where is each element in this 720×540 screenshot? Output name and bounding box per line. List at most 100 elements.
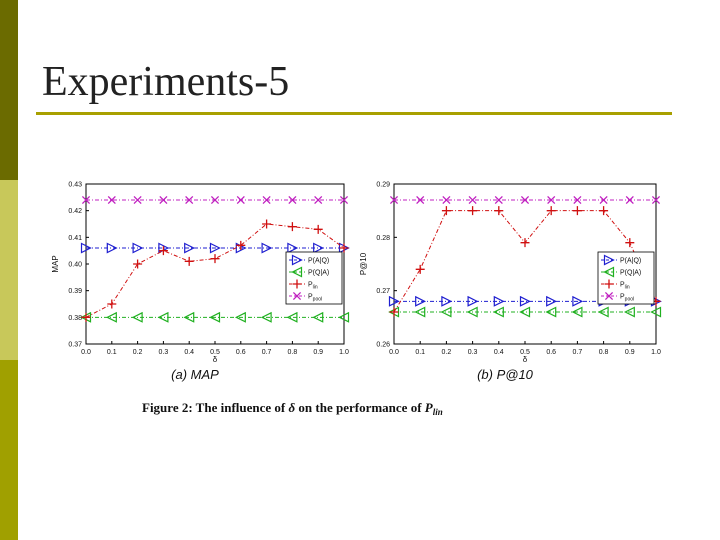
series-1-point bbox=[260, 311, 272, 323]
legend-label: Ppool bbox=[620, 294, 634, 303]
series-0-point bbox=[184, 242, 196, 254]
x-axis-label: δ bbox=[213, 355, 218, 364]
x-tick-label: 0.7 bbox=[262, 349, 272, 356]
series-1-point bbox=[312, 311, 324, 323]
x-tick-label: 0.8 bbox=[599, 349, 609, 356]
series-1-point bbox=[183, 311, 195, 323]
x-tick-label: 0.3 bbox=[468, 349, 478, 356]
legend-swatch-marker bbox=[604, 279, 614, 289]
y-axis-label: MAP bbox=[52, 255, 60, 272]
series-3-point bbox=[573, 195, 582, 205]
y-tick-label: 0.38 bbox=[68, 315, 82, 322]
x-tick-label: 0.0 bbox=[389, 349, 399, 356]
series-3-point bbox=[625, 195, 634, 205]
series-0-point bbox=[287, 242, 299, 254]
series-1-point bbox=[209, 311, 221, 323]
series-0-point bbox=[441, 295, 453, 307]
series-0-point bbox=[106, 242, 118, 254]
series-0-point bbox=[313, 242, 325, 254]
series-1-point bbox=[286, 311, 298, 323]
slide-title: Experiments-5 bbox=[42, 59, 290, 105]
x-tick-label: 0.4 bbox=[494, 349, 504, 356]
series-1-point bbox=[131, 311, 143, 323]
y-tick-label: 0.39 bbox=[68, 288, 82, 295]
series-2-point bbox=[599, 206, 609, 216]
series-1-point bbox=[234, 311, 246, 323]
legend-label: P(Q|A) bbox=[308, 270, 329, 277]
series-3-point bbox=[262, 195, 271, 205]
series-2-point bbox=[494, 206, 504, 216]
series-0-point bbox=[388, 295, 400, 307]
series-1-point bbox=[623, 306, 635, 318]
legend-box bbox=[597, 251, 655, 305]
title-underline bbox=[36, 112, 672, 115]
x-tick-label: 0.2 bbox=[133, 349, 143, 356]
series-2-point bbox=[287, 222, 297, 232]
y-tick-label: 0.40 bbox=[68, 262, 82, 269]
chart-map: 0.0 0.1 0.2 0.3 0.4 0.5 0.6 0.7 0.8 0.9 1.0 0.37 0.3… bbox=[51, 182, 350, 382]
y-tick-label: 0.28 bbox=[376, 235, 390, 242]
series-0-point bbox=[209, 242, 221, 254]
series-3-point bbox=[468, 195, 477, 205]
series-0-point bbox=[80, 242, 92, 254]
x-tick-label: 1.0 bbox=[651, 349, 661, 356]
accent-bar-bottom bbox=[0, 360, 18, 540]
legend-swatch-marker bbox=[292, 291, 302, 301]
series-2-point bbox=[572, 206, 582, 216]
x-tick-label: 0.0 bbox=[81, 349, 91, 356]
series-2-point bbox=[313, 224, 323, 234]
series-3-point bbox=[236, 195, 245, 205]
caption-middle: on the performance of bbox=[295, 400, 425, 415]
x-tick-label: 0.2 bbox=[442, 349, 452, 356]
series-3-point bbox=[288, 195, 297, 205]
series-0-point bbox=[132, 242, 144, 254]
legend-label-sub: lin bbox=[625, 285, 630, 291]
series-0-point bbox=[572, 295, 584, 307]
series-2-point bbox=[184, 256, 194, 266]
series-3-point bbox=[185, 195, 194, 205]
legend-swatch-marker bbox=[603, 266, 615, 278]
legend-swatch-marker bbox=[291, 254, 303, 266]
legend-label: P(A|Q) bbox=[308, 258, 329, 265]
series-0-point bbox=[261, 242, 273, 254]
x-tick-label: 0.5 bbox=[520, 349, 530, 356]
series-1-point bbox=[105, 311, 117, 323]
legend-swatch-marker bbox=[603, 254, 615, 266]
y-axis-label: P@10 bbox=[359, 252, 368, 275]
chart-subtitle: (a) MAP bbox=[171, 367, 219, 382]
series-2-point bbox=[441, 206, 451, 216]
legend-label: Ppool bbox=[308, 294, 322, 303]
series-1-point bbox=[440, 306, 452, 318]
legend-label: Plin bbox=[308, 282, 318, 291]
legend-label: P(A|Q) bbox=[620, 258, 641, 265]
series-2-point bbox=[133, 259, 143, 269]
x-tick-label: 1.0 bbox=[339, 349, 349, 356]
series-1-point bbox=[338, 311, 350, 323]
series-3-point bbox=[520, 195, 530, 205]
series-1-point bbox=[571, 306, 583, 318]
caption-sub: lin bbox=[433, 407, 443, 417]
x-axis-label: δ bbox=[523, 355, 528, 364]
series-3-point bbox=[599, 195, 608, 205]
figure-svg: 0.0 0.1 0.2 0.3 0.4 0.5 0.6 0.7 0.8 0.9 1.0 0.37 0.3… bbox=[51, 182, 662, 417]
legend-label-main: P(Q|A) bbox=[308, 270, 329, 277]
legend-label-main: P(A|Q) bbox=[620, 258, 641, 265]
x-tick-label: 0.3 bbox=[159, 349, 169, 356]
series-2-point bbox=[339, 243, 349, 253]
legend-swatch-marker bbox=[604, 291, 614, 301]
series-2-point bbox=[415, 264, 425, 274]
figure-caption: Figure 2: The influence of δ on the perf… bbox=[142, 400, 443, 417]
chart-p-at-10: 0.0 0.1 0.2 0.3 0.4 0.5 0.6 0.7 0.8 0.9 1.0 0.26 0.2… bbox=[359, 182, 662, 382]
legend-swatch-marker bbox=[291, 266, 303, 278]
series-1-point bbox=[414, 306, 426, 318]
accent-bar-middle bbox=[0, 180, 18, 360]
series-0-point bbox=[415, 295, 427, 307]
series-1-point bbox=[492, 306, 504, 318]
legend-box bbox=[285, 251, 343, 305]
y-tick-label: 0.43 bbox=[68, 182, 82, 189]
series-3-point bbox=[547, 195, 556, 205]
series-1-point bbox=[545, 306, 557, 318]
series-0-point bbox=[467, 295, 479, 307]
series-2-point bbox=[236, 240, 246, 250]
series-3-point bbox=[133, 195, 142, 205]
